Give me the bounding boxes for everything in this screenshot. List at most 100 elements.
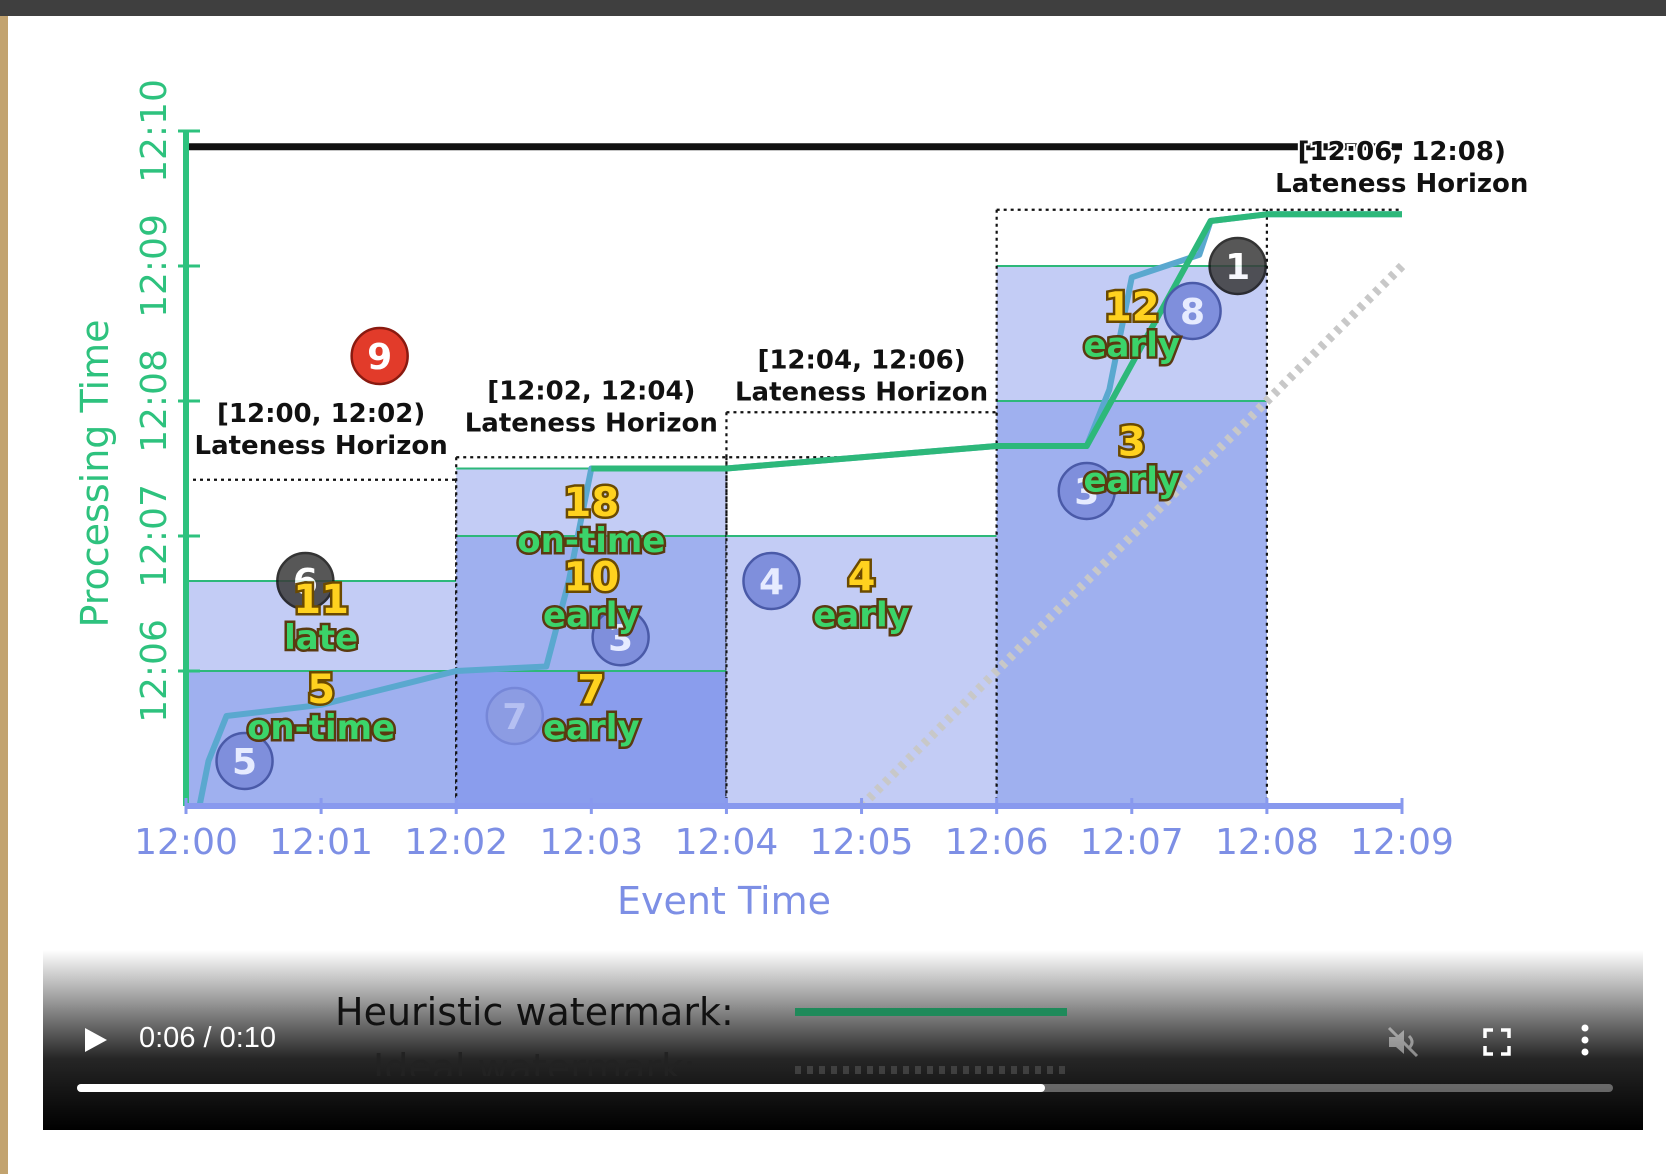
top-border: [0, 0, 1666, 16]
data-point-circle: [276, 551, 335, 611]
pane-result-label: early: [543, 708, 640, 748]
window-pane-fill: [996, 401, 1267, 806]
pane-result-count: 12: [1104, 284, 1160, 330]
x-tick-label: 12:01: [269, 822, 373, 863]
pane-result-label: early: [543, 595, 640, 635]
pane-result-label: on-time: [517, 521, 665, 561]
pane-result-count: 10: [563, 554, 619, 600]
data-point-value: 4: [759, 562, 784, 603]
pane-result-label: late: [284, 618, 358, 658]
horizon-label: [12:02, 12:04)Lateness Horizon: [463, 374, 720, 440]
y-tick-label: 12:10: [134, 79, 175, 183]
y-tick-label: 12:07: [134, 484, 175, 588]
x-tick-label: 12:04: [675, 822, 779, 863]
y-tick-label: 12:09: [134, 214, 175, 318]
data-point-value: 3: [608, 618, 633, 659]
pane-result-label: early: [1083, 325, 1180, 365]
data-point-circle: [215, 731, 274, 791]
data-point: 9: [350, 326, 409, 386]
data-point-circle: [1208, 236, 1267, 296]
data-point: 5: [215, 731, 274, 791]
pane-result-label: early: [813, 595, 910, 635]
more-vertical-icon: [1581, 1024, 1589, 1056]
legend-ideal-swatch: [795, 1066, 1067, 1074]
horizon-label: [12:06, 12:08)Lateness Horizon: [1273, 135, 1530, 201]
video-frame: 12:00 12:01 12:02 12:03 12:04 12:05 12:06 12:07…: [8, 16, 1666, 1174]
data-point-circle: [485, 686, 545, 746]
more-options-button[interactable]: [1573, 1020, 1597, 1060]
data-point-value: 8: [1180, 292, 1205, 333]
pane-result-count: 5: [307, 667, 335, 713]
horizon-labels-layer: [12:00, 12:02)Lateness Horizon[12:02, 12…: [193, 135, 1531, 463]
horizon-caption: Lateness Horizon: [195, 431, 448, 461]
pane-result-label: early: [1083, 460, 1180, 500]
video-controls: Heuristic watermark: Ideal watermark: 0:…: [43, 950, 1643, 1130]
watermark-chart: 12:00 12:01 12:02 12:03 12:04 12:05 12:06 12:07…: [73, 79, 1531, 923]
windows-layer: [184, 208, 1402, 806]
y-axis-label: Processing Time: [73, 320, 117, 628]
progress-bar[interactable]: [77, 1084, 1613, 1092]
data-point-circle: [742, 551, 801, 611]
x-tick-label: 12:09: [1350, 822, 1454, 863]
data-point-circle: [591, 608, 650, 667]
volume-muted-icon: [1387, 1026, 1419, 1058]
play-icon: [85, 1028, 107, 1052]
x-tick-label: 12:00: [134, 822, 238, 863]
x-tick-label: 12:02: [404, 822, 508, 863]
legend-heuristic-label: Heuristic watermark:: [335, 990, 734, 1034]
horizon-window-label: [12:02, 12:04): [487, 376, 695, 406]
horizon-label: [12:04, 12:06)Lateness Horizon: [733, 343, 990, 409]
y-tick-label: 12:08: [134, 349, 175, 453]
time-display: 0:06 / 0:10: [139, 1022, 277, 1054]
x-tick-label: 12:05: [810, 822, 914, 863]
data-point-circle: [1163, 281, 1222, 341]
x-tick-label: 12:08: [1215, 822, 1319, 863]
horizon-window-label: [12:00, 12:02): [217, 399, 425, 429]
progress-fill: [77, 1084, 1045, 1092]
legend-heuristic-swatch: [795, 1008, 1067, 1016]
horizon-window-label: [12:06, 12:08): [1298, 137, 1506, 167]
pane-result-count: 11: [293, 577, 349, 623]
data-point: 4: [742, 551, 801, 611]
fullscreen-icon: [1483, 1028, 1511, 1056]
data-point-value: 6: [293, 562, 318, 603]
heuristic-watermark-path: [591, 211, 1402, 472]
data-point-circle: [1057, 461, 1116, 521]
data-point: 7: [485, 686, 545, 746]
x-axis-label: Event Time: [617, 879, 831, 923]
y-tick-label: 12:06: [134, 619, 175, 723]
pane-result-count: 4: [848, 554, 876, 600]
data-point-value: 1: [1225, 247, 1250, 288]
legend-ideal-label: Ideal watermark:: [373, 1046, 696, 1076]
pane-result-label: on-time: [247, 708, 395, 748]
pane-result: 5on-time: [245, 664, 398, 750]
pane-results-layer: 5on-time11late7early10early18on-time4ear…: [245, 282, 1183, 751]
fullscreen-button[interactable]: [1479, 1024, 1515, 1060]
horizon-caption: Lateness Horizon: [1275, 169, 1528, 199]
pane-result-count: 7: [577, 667, 605, 713]
data-point-value: 9: [367, 337, 392, 378]
heuristic-watermark-layer: [196, 211, 1402, 807]
data-point: 1: [1208, 236, 1267, 296]
pane-result-count: 3: [1118, 419, 1146, 465]
data-point-value: 5: [232, 742, 257, 783]
axes-layer: 12:00 12:01 12:02 12:03 12:04 12:05 12:06 12:07…: [73, 79, 1454, 923]
data-point-circle: [350, 326, 409, 386]
horizon-label: [12:00, 12:02)Lateness Horizon: [193, 397, 450, 463]
data-point-value: 3: [1074, 472, 1099, 513]
pane-result-count: 18: [563, 480, 619, 526]
mute-button[interactable]: [1383, 1022, 1423, 1062]
data-point: 6: [276, 551, 335, 611]
play-button[interactable]: [77, 1022, 113, 1058]
data-point: 3: [1057, 461, 1116, 521]
horizon-caption: Lateness Horizon: [465, 408, 718, 438]
data-point-value: 7: [502, 697, 527, 738]
